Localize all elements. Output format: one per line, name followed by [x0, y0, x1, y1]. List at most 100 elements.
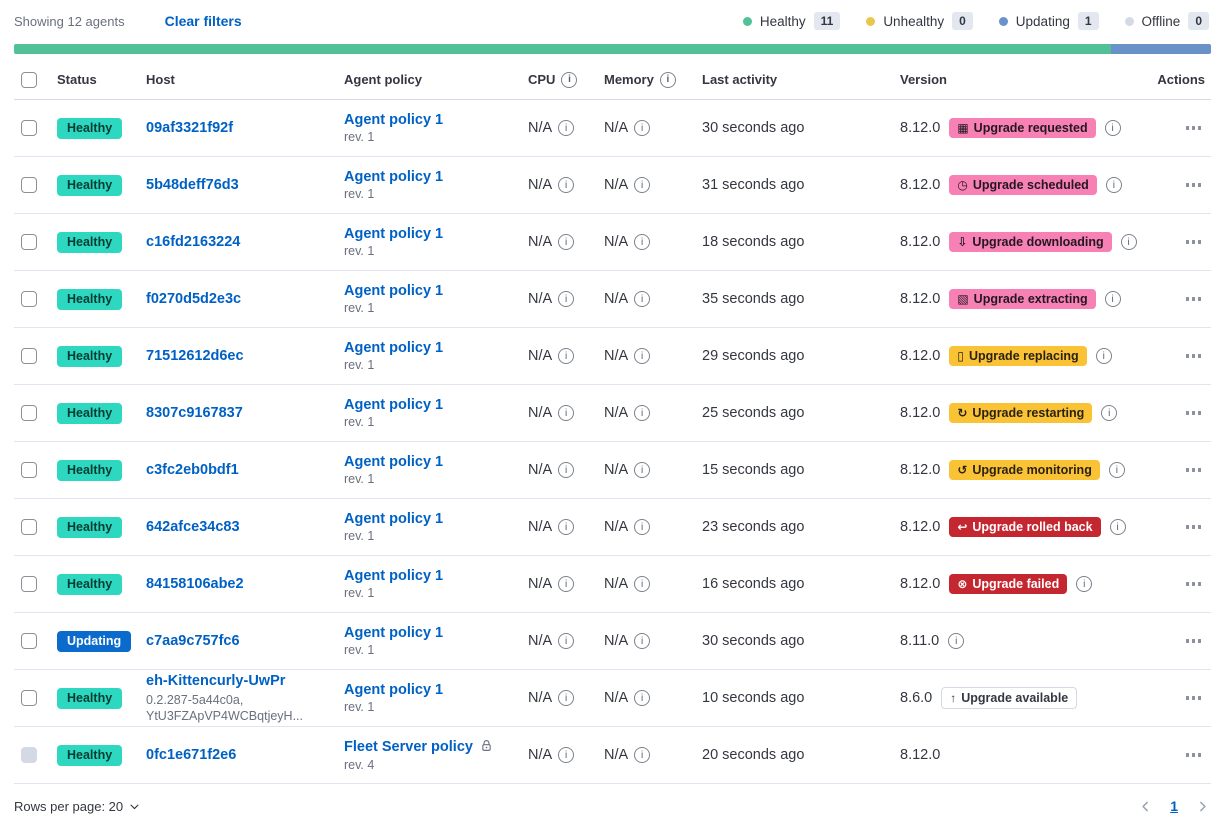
info-icon[interactable]: i: [634, 234, 651, 250]
agent-policy-link[interactable]: Agent policy 1: [344, 169, 444, 185]
row-checkbox[interactable]: [21, 576, 37, 592]
previous-page-button[interactable]: [1139, 800, 1152, 813]
info-icon[interactable]: i: [558, 348, 575, 364]
column-header-version[interactable]: Version: [900, 72, 947, 87]
info-icon[interactable]: i: [1104, 120, 1121, 136]
info-icon[interactable]: i: [558, 519, 575, 535]
info-icon[interactable]: i: [1076, 576, 1093, 592]
host-link[interactable]: c3fc2eb0bdf1: [146, 462, 239, 478]
agent-policy-link[interactable]: Agent policy 1: [344, 397, 444, 413]
actions-menu-button[interactable]: [1182, 234, 1206, 250]
info-icon[interactable]: i: [1104, 291, 1121, 307]
upgrade-status-badge: ◷ Upgrade scheduled: [949, 175, 1097, 195]
info-icon[interactable]: i: [634, 348, 651, 364]
agent-policy-link[interactable]: Agent policy 1: [344, 226, 444, 242]
column-header-host[interactable]: Host: [146, 72, 175, 87]
info-icon[interactable]: i: [634, 291, 651, 307]
page-number-button[interactable]: 1: [1170, 798, 1178, 814]
info-icon[interactable]: i: [558, 405, 575, 421]
actions-menu-button[interactable]: [1182, 747, 1206, 763]
info-icon[interactable]: i: [634, 177, 651, 193]
actions-menu-button[interactable]: [1182, 120, 1206, 136]
host-link[interactable]: 09af3321f92f: [146, 120, 234, 136]
host-link[interactable]: c7aa9c757fc6: [146, 633, 240, 649]
rows-per-page-button[interactable]: Rows per page: 20: [14, 799, 140, 814]
info-icon[interactable]: i: [659, 71, 676, 88]
info-icon[interactable]: i: [634, 576, 651, 592]
host-link[interactable]: 642afce34c83: [146, 519, 240, 535]
agent-policy-link[interactable]: Agent policy 1: [344, 511, 444, 527]
actions-menu-button[interactable]: [1182, 462, 1206, 478]
agent-policy-link[interactable]: Agent policy 1: [344, 112, 444, 128]
info-icon[interactable]: i: [1101, 405, 1118, 421]
host-link[interactable]: 71512612d6ec: [146, 348, 244, 364]
row-checkbox[interactable]: [21, 177, 37, 193]
agent-policy-link[interactable]: Agent policy 1: [344, 283, 444, 299]
host-link[interactable]: 5b48deff76d3: [146, 177, 239, 193]
info-icon[interactable]: i: [634, 690, 651, 706]
actions-menu-button[interactable]: [1182, 348, 1206, 364]
agent-policy-link[interactable]: Agent policy 1: [344, 454, 444, 470]
info-icon[interactable]: i: [558, 291, 575, 307]
column-header-memory[interactable]: Memory i: [604, 71, 702, 88]
cpu-value: N/A: [528, 291, 553, 307]
host-link[interactable]: eh-Kittencurly-UwPr: [146, 672, 286, 689]
column-header-status[interactable]: Status: [57, 72, 97, 87]
agent-policy-link[interactable]: Agent policy 1: [344, 682, 444, 698]
row-checkbox[interactable]: [21, 462, 37, 478]
row-checkbox[interactable]: [21, 120, 37, 136]
info-icon[interactable]: i: [1108, 462, 1125, 478]
agent-policy-link[interactable]: Agent policy 1: [344, 625, 444, 641]
agent-policy-link[interactable]: Agent policy 1: [344, 340, 444, 356]
column-header-cpu[interactable]: CPU i: [528, 71, 604, 88]
actions-menu-button[interactable]: [1182, 405, 1206, 421]
info-icon[interactable]: i: [634, 519, 651, 535]
row-checkbox[interactable]: [21, 690, 37, 706]
host-link[interactable]: 0fc1e671f2e6: [146, 747, 237, 763]
info-icon[interactable]: i: [634, 462, 651, 478]
clear-filters-link[interactable]: Clear filters: [164, 13, 242, 29]
info-icon[interactable]: i: [1095, 348, 1112, 364]
info-icon[interactable]: i: [561, 71, 578, 88]
actions-menu-button[interactable]: [1182, 633, 1206, 649]
row-checkbox[interactable]: [21, 291, 37, 307]
next-page-button[interactable]: [1196, 800, 1209, 813]
host-link[interactable]: 8307c9167837: [146, 405, 243, 421]
select-all-checkbox[interactable]: [21, 71, 37, 88]
info-icon[interactable]: i: [948, 633, 965, 649]
info-icon[interactable]: i: [634, 633, 651, 649]
info-icon[interactable]: i: [558, 576, 575, 592]
info-icon[interactable]: i: [558, 747, 575, 763]
info-icon[interactable]: i: [558, 633, 575, 649]
host-link[interactable]: f0270d5d2e3c: [146, 291, 242, 307]
info-icon[interactable]: i: [634, 747, 651, 763]
agent-policy-link[interactable]: Fleet Server policy: [344, 739, 473, 755]
last-activity-value: 10 seconds ago: [702, 690, 805, 706]
column-header-policy[interactable]: Agent policy: [344, 72, 423, 87]
actions-menu-button[interactable]: [1182, 576, 1206, 592]
row-checkbox[interactable]: [21, 633, 37, 649]
row-checkbox[interactable]: [21, 405, 37, 421]
info-icon[interactable]: i: [1120, 234, 1137, 250]
info-icon[interactable]: i: [558, 462, 575, 478]
info-icon[interactable]: i: [634, 405, 651, 421]
row-checkbox[interactable]: [21, 519, 37, 535]
info-icon[interactable]: i: [634, 120, 651, 136]
actions-menu-button[interactable]: [1182, 291, 1206, 307]
info-icon[interactable]: i: [558, 234, 575, 250]
host-link[interactable]: 84158106abe2: [146, 576, 244, 592]
info-icon[interactable]: i: [1105, 177, 1122, 193]
info-icon[interactable]: i: [558, 177, 575, 193]
agent-policy-link[interactable]: Agent policy 1: [344, 568, 444, 584]
column-header-last-activity[interactable]: Last activity: [702, 72, 778, 87]
info-icon[interactable]: i: [558, 690, 575, 706]
info-icon[interactable]: i: [1109, 519, 1126, 535]
actions-menu-button[interactable]: [1182, 177, 1206, 193]
info-icon[interactable]: i: [558, 120, 575, 136]
row-checkbox[interactable]: [21, 348, 37, 364]
row-checkbox[interactable]: [21, 234, 37, 250]
memory-value: N/A: [604, 177, 629, 193]
host-link[interactable]: c16fd2163224: [146, 234, 241, 250]
actions-menu-button[interactable]: [1182, 690, 1206, 706]
actions-menu-button[interactable]: [1182, 519, 1206, 535]
